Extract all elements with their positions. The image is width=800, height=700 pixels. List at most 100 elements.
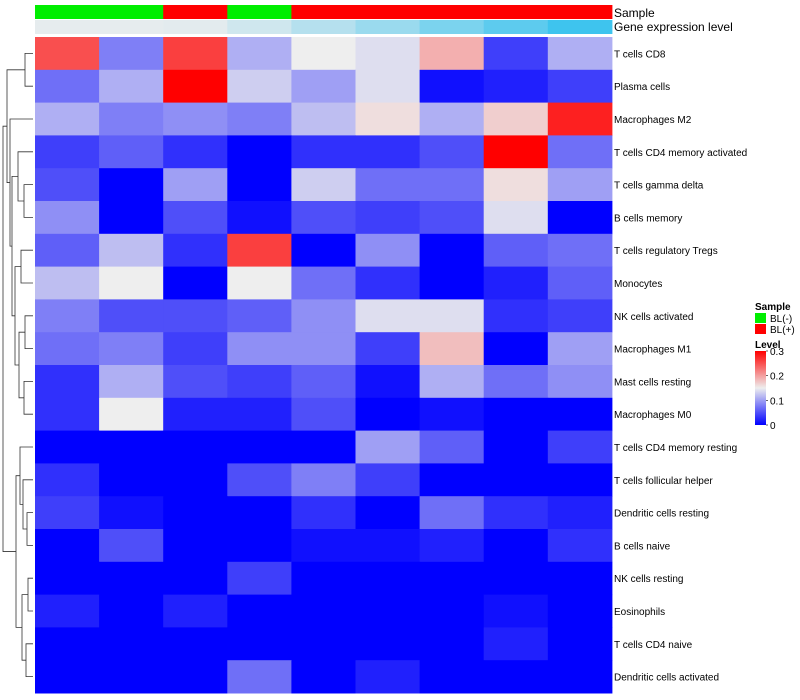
heatmap-cell-r9-c5 <box>355 332 421 366</box>
heatmap-cell-r3-c8 <box>547 135 613 169</box>
heatmap-cell-r19-c2 <box>163 660 228 694</box>
heatmap-cell-r11-c5 <box>355 397 421 432</box>
heatmap-cell-r11-c3 <box>227 397 292 432</box>
dendrogram-link <box>25 643 33 677</box>
row-label: NK cells activated <box>614 312 693 323</box>
heatmap-cell-r10-c8 <box>547 365 613 399</box>
heatmap-cell-r11-c4 <box>291 397 356 432</box>
heatmap-cell-r14-c8 <box>547 496 613 530</box>
heatmap-cell-r13-c5 <box>355 463 421 497</box>
heatmap-cell-r3-c3 <box>227 135 292 169</box>
heatmap-cell-r15-c0 <box>35 529 100 563</box>
row-label: Dendritic cells activated <box>614 673 719 684</box>
heatmap-cell-r4-c7 <box>483 168 549 202</box>
dendrogram-link <box>9 118 33 247</box>
heatmap-cell-r12-c6 <box>419 430 485 464</box>
heatmap-cell-r5-c0 <box>35 201 100 235</box>
heatmap-cell-r8-c4 <box>291 299 356 333</box>
heatmap-cell-r5-c8 <box>547 201 613 235</box>
dendrogram-link <box>19 446 33 505</box>
heatmap-cell-r10-c0 <box>35 365 100 399</box>
heatmap-cell-r19-c8 <box>547 660 613 694</box>
legend-label-bl-pos: BL(+) <box>770 325 795 336</box>
legend-tick-label: 0.3 <box>770 347 784 358</box>
expression-annotation-cell <box>419 20 485 34</box>
heatmap-cell-r4-c2 <box>163 168 228 202</box>
row-label: Macrophages M0 <box>614 410 692 421</box>
heatmap-cell-r0-c5 <box>355 37 421 71</box>
heatmap-cell-r17-c0 <box>35 594 100 628</box>
heatmap-cell-r14-c2 <box>163 496 228 530</box>
heatmap-cell-r16-c7 <box>483 561 549 596</box>
heatmap-cell-r11-c1 <box>99 397 164 432</box>
heatmap-cell-r1-c3 <box>227 69 292 104</box>
heatmap-cell-r18-c3 <box>227 627 292 661</box>
row-label: T cells regulatory Tregs <box>614 246 718 257</box>
legend-tick-label: 0.2 <box>770 372 784 383</box>
heatmap-cell-r3-c7 <box>483 135 549 169</box>
dendrogram-link <box>15 475 22 628</box>
heatmap-cell-r6-c0 <box>35 233 100 268</box>
heatmap-cell-r18-c2 <box>163 627 228 661</box>
heatmap-cell-r15-c1 <box>99 529 164 563</box>
heatmap-cell-r12-c5 <box>355 430 421 464</box>
dendrogram-link <box>24 315 33 349</box>
heatmap-cell-r4-c1 <box>99 168 164 202</box>
heatmap-cell-r14-c4 <box>291 496 356 530</box>
heatmap-cell-r19-c3 <box>227 660 292 694</box>
heatmap-cell-r0-c2 <box>163 37 228 71</box>
heatmap-cell-r16-c3 <box>227 561 292 596</box>
dendrogram-link <box>21 594 28 661</box>
heatmap-cell-r14-c6 <box>419 496 485 530</box>
heatmap-cell-r0-c8 <box>547 37 613 71</box>
legend-label-bl-neg: BL(-) <box>770 314 792 325</box>
heatmap-cell-r6-c6 <box>419 233 485 268</box>
legend-swatch-bl-pos <box>755 324 766 334</box>
heatmap-cell-r15-c7 <box>483 529 549 563</box>
heatmap-cell-r13-c0 <box>35 463 100 497</box>
heatmap-cell-r1-c5 <box>355 69 421 104</box>
row-label: Monocytes <box>614 279 662 290</box>
row-label: T cells CD4 memory activated <box>614 148 747 159</box>
heatmap-cell-r9-c2 <box>163 332 228 366</box>
heatmap-cell-r9-c3 <box>227 332 292 366</box>
heatmap-cell-r19-c7 <box>483 660 549 694</box>
row-dendrogram <box>2 53 33 677</box>
row-label: T cells CD4 naive <box>614 640 693 651</box>
heatmap-cell-r6-c4 <box>291 233 356 268</box>
heatmap-cell-r3-c2 <box>163 135 228 169</box>
heatmap-cell-r14-c5 <box>355 496 421 530</box>
heatmap-cell-r12-c4 <box>291 430 356 464</box>
heatmap-cell-r17-c1 <box>99 594 164 628</box>
heatmap-cell-r19-c5 <box>355 660 421 694</box>
dendrogram-link <box>26 512 33 546</box>
row-label: B cells memory <box>614 213 682 224</box>
heatmap-cell-r16-c6 <box>419 561 485 596</box>
row-label: T cells CD4 memory resting <box>614 443 737 454</box>
sample-annotation-cell <box>355 5 421 19</box>
row-label: B cells naive <box>614 541 671 552</box>
heatmap-cell-r18-c6 <box>419 627 485 661</box>
heatmap-cell-r2-c2 <box>163 102 228 136</box>
expression-annotation-cell <box>99 20 164 34</box>
heatmap-cell-r15-c8 <box>547 529 613 563</box>
annotation-title-sample: Sample <box>614 6 655 20</box>
heatmap-cell-r7-c1 <box>99 266 164 300</box>
heatmap-cell-r9-c7 <box>483 332 549 366</box>
heatmap-cell-r8-c6 <box>419 299 485 333</box>
heatmap-cell-r7-c8 <box>547 266 613 300</box>
heatmap-cell-r7-c2 <box>163 266 228 300</box>
legend-tick-label: 0 <box>770 421 776 432</box>
expression-annotation-cell <box>547 20 613 34</box>
heatmap-cell-r17-c3 <box>227 594 292 628</box>
heatmap-cell-r1-c2 <box>163 69 228 104</box>
expression-annotation-cell <box>355 20 421 34</box>
heatmap-cell-r0-c4 <box>291 37 356 71</box>
heatmap-cell-r3-c0 <box>35 135 100 169</box>
heatmap-cell-r19-c6 <box>419 660 485 694</box>
heatmap-cell-r7-c7 <box>483 266 549 300</box>
row-label: Dendritic cells resting <box>614 509 709 520</box>
expression-annotation-cell <box>291 20 356 34</box>
sample-annotation-cell <box>163 5 228 19</box>
